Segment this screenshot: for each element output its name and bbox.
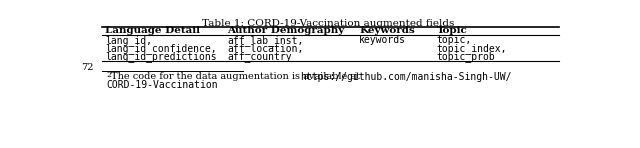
Text: Topic: Topic [436,26,467,35]
Text: aff_location,: aff_location, [227,43,303,54]
Text: Table 1: CORD-19-Vaccination augmented fields: Table 1: CORD-19-Vaccination augmented f… [202,18,454,28]
Text: topic_index,: topic_index, [436,43,507,54]
Text: aff_country: aff_country [227,52,292,62]
Text: keywords: keywords [359,35,406,45]
Text: 72: 72 [81,63,94,72]
Text: The code for the data augmentation is available at: The code for the data augmentation is av… [111,72,363,81]
Text: Language Detail: Language Detail [105,26,200,35]
Text: lang_id_confidence,: lang_id_confidence, [105,43,216,54]
Text: lang_id_predictions: lang_id_predictions [105,52,216,62]
Text: topic_prob: topic_prob [436,52,495,62]
Text: Keywords: Keywords [359,26,415,35]
Text: aff_lab_inst,: aff_lab_inst, [227,35,303,46]
Text: topic,: topic, [436,35,472,45]
Text: lang_id,: lang_id, [105,35,152,46]
Text: 2: 2 [106,71,111,79]
Text: https://github.com/manisha-Singh-UW/: https://github.com/manisha-Singh-UW/ [300,72,511,82]
Text: CORD-19-Vaccination: CORD-19-Vaccination [106,80,218,90]
Text: Author Demography: Author Demography [227,26,344,35]
